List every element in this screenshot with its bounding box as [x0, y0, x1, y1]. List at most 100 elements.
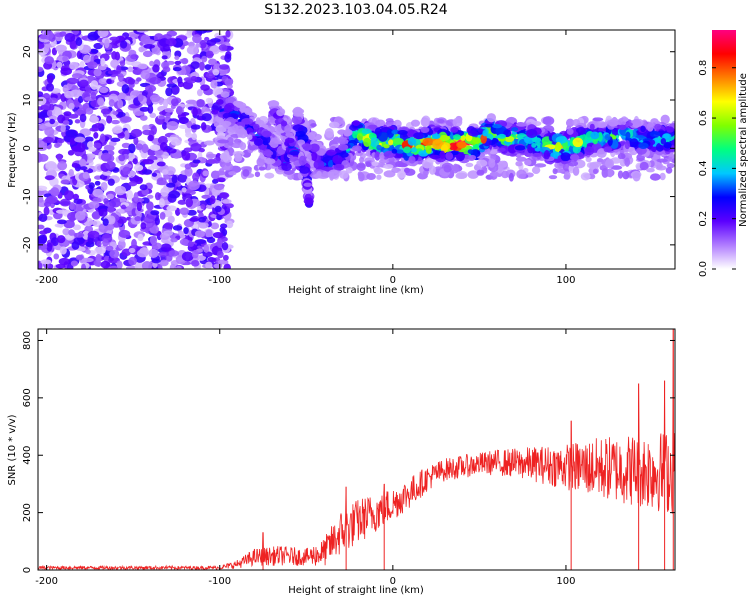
- spectrogram-cell: [200, 84, 210, 91]
- spectrogram-cell: [225, 30, 231, 38]
- spectrogram-cell: [88, 182, 95, 190]
- spectrogram-cell: [504, 136, 515, 143]
- spectrogram-cell: [216, 177, 226, 183]
- spectrogram-cell: [90, 91, 97, 100]
- spectrogram-cell: [44, 175, 55, 181]
- spectrogram-cell: [531, 142, 537, 148]
- spectrogram-cell: [75, 37, 83, 46]
- spectrogram-cell: [592, 168, 599, 174]
- spectrogram-cell: [72, 193, 80, 201]
- spectrogram-cell: [45, 161, 57, 171]
- spectrogram-cell: [476, 169, 485, 176]
- spectrogram-cell: [379, 151, 385, 161]
- spectrogram-cell: [216, 250, 224, 259]
- spectrogram-y-tick-label: 20: [22, 45, 33, 58]
- spectrogram-marks: [38, 30, 675, 269]
- spectrogram-cell: [476, 159, 488, 167]
- spectrogram-cell: [98, 78, 108, 85]
- spectrogram-cell: [327, 169, 340, 179]
- spectrogram-x-tick-label: 100: [556, 275, 575, 286]
- spectrogram-cell: [543, 149, 550, 160]
- spectrogram-cell: [142, 50, 153, 58]
- spectrogram-cell: [292, 124, 305, 132]
- spectrogram-cell: [149, 94, 161, 103]
- spectrogram-cell: [151, 172, 158, 177]
- snr-x-tick-label: -200: [35, 576, 58, 587]
- spectrogram-cell: [38, 213, 48, 222]
- spectrogram-cell: [184, 163, 192, 170]
- spectrogram-cell: [100, 181, 108, 192]
- spectrogram-cell: [410, 119, 421, 127]
- spectrogram-cell: [310, 123, 317, 128]
- spectrogram-cell: [49, 118, 56, 125]
- spectrogram-cell: [189, 217, 199, 222]
- spectrogram-cell: [611, 127, 618, 136]
- spectrogram-cell: [225, 220, 234, 229]
- spectrogram-cell: [253, 138, 263, 146]
- spectrogram-cell: [205, 159, 218, 164]
- spectrogram-cell: [618, 124, 627, 131]
- spectrogram-cell: [172, 67, 182, 72]
- spectrogram-cell: [176, 106, 183, 115]
- spectrogram-cell: [388, 139, 394, 146]
- spectrogram-cell: [62, 84, 69, 94]
- spectrogram-cell: [133, 192, 139, 202]
- spectrogram-cell: [284, 124, 292, 135]
- spectrogram-cell: [480, 134, 487, 144]
- spectrogram-cell: [363, 137, 372, 147]
- spectrogram-cell: [136, 201, 143, 212]
- colorbar: 0.0 0.2 0.4 0.6 0.8 Normalized spectral ampl…: [698, 30, 749, 277]
- spectrogram-cell: [159, 259, 169, 267]
- spectrogram-cell: [584, 146, 595, 156]
- spectrogram-cell: [38, 153, 49, 162]
- spectrogram-cell: [638, 142, 649, 149]
- spectrogram-cell: [604, 134, 611, 141]
- spectrogram-cell: [365, 161, 372, 168]
- spectrogram-cell: [292, 112, 305, 117]
- snr-axes: -200 -100 0 100 0 200 400 600 800: [22, 329, 675, 587]
- spectrogram-cell: [203, 140, 215, 146]
- spectrogram-cell: [366, 172, 376, 181]
- spectrogram-cell: [149, 112, 157, 118]
- spectrogram-cell: [85, 241, 95, 248]
- snr-y-tick-label: 0: [22, 567, 33, 573]
- spectrogram-cell: [94, 246, 106, 255]
- spectrogram-cell: [96, 240, 102, 247]
- spectrogram-cell: [437, 119, 445, 124]
- snr-series-line: [38, 329, 675, 570]
- spectrogram-cell: [142, 129, 153, 136]
- spectrogram-cell: [137, 93, 144, 102]
- spectrogram-cell: [383, 170, 396, 178]
- spectrogram-cell: [185, 132, 193, 138]
- spectrogram-cell: [210, 222, 220, 230]
- spectrogram-cell: [226, 203, 234, 209]
- spectrogram-cell: [128, 181, 138, 187]
- spectrogram-cell: [140, 222, 147, 230]
- spectrogram-cell: [391, 148, 398, 154]
- spectrogram-cell: [63, 111, 72, 117]
- spectrogram-cell: [498, 163, 504, 172]
- spectrogram-cell: [128, 256, 138, 266]
- spectrogram-cell: [126, 189, 134, 200]
- spectrogram-cell: [575, 126, 586, 135]
- spectrogram-cell: [141, 169, 153, 175]
- spectrogram-cell: [201, 55, 208, 63]
- spectrogram-cell: [357, 171, 363, 178]
- spectrogram-cell: [158, 115, 166, 120]
- spectrogram-cell: [200, 204, 206, 210]
- spectrogram-cell: [79, 166, 88, 171]
- spectrogram-cell: [196, 99, 205, 108]
- snr-x-tick-label: 0: [390, 576, 396, 587]
- spectrogram-cell: [407, 137, 417, 146]
- spectrogram-cell: [352, 131, 359, 139]
- spectrogram-cell: [607, 168, 613, 178]
- spectrogram-cell: [107, 205, 115, 213]
- spectrogram-cell: [328, 121, 340, 129]
- spectrogram-cell: [60, 124, 66, 133]
- spectrogram-cell: [111, 51, 118, 60]
- spectrogram-cell: [467, 130, 479, 137]
- spectrogram-cell: [569, 154, 580, 161]
- spectrogram-cell: [105, 245, 114, 252]
- spectrogram-cell: [264, 172, 275, 179]
